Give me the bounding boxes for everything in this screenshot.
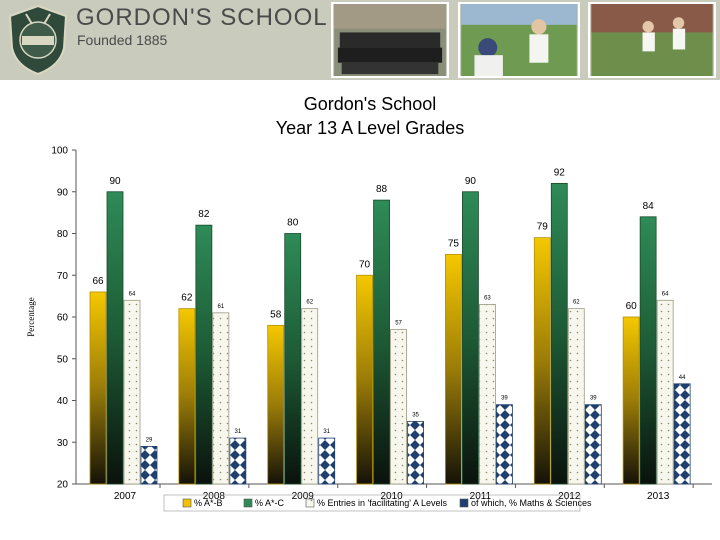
data-label: 61 — [218, 304, 225, 310]
bar-1-2008 — [195, 224, 213, 485]
data-label: 66 — [92, 276, 104, 287]
bar-3-2013 — [673, 383, 691, 485]
data-label: 82 — [198, 209, 210, 220]
data-label: 62 — [181, 293, 193, 304]
bar-1-2011 — [462, 191, 479, 485]
data-label: 75 — [448, 238, 460, 249]
data-label: 60 — [626, 301, 638, 312]
bar-0-2010 — [356, 274, 373, 485]
chart-subtitle: Year 13 A Level Grades — [275, 118, 465, 138]
data-label: 90 — [109, 176, 121, 187]
x-tick-label: 2007 — [114, 491, 137, 502]
data-label: 39 — [590, 396, 597, 402]
bar-3-2010 — [407, 420, 424, 485]
y-tick-label: 40 — [57, 396, 69, 407]
y-tick-label: 30 — [57, 438, 69, 449]
bar-3-2007 — [140, 446, 158, 485]
bar-3-2011 — [496, 404, 513, 485]
x-tick-label: 2010 — [380, 491, 403, 502]
team-photo-icon — [331, 2, 449, 78]
data-label: 58 — [270, 309, 282, 320]
legend-label: of which, % Maths & Sciences — [471, 498, 592, 508]
bar-0-2009 — [267, 324, 285, 485]
running-photo-icon — [588, 2, 716, 78]
data-label: 84 — [643, 201, 655, 212]
legend-swatch — [305, 498, 315, 508]
bar-1-2007 — [106, 191, 124, 485]
bar-0-2008 — [178, 308, 196, 485]
data-label: 62 — [306, 300, 313, 306]
data-label: 62 — [573, 300, 580, 306]
legend-box — [163, 494, 581, 512]
bar-2-2010 — [390, 329, 407, 485]
bar-3-2009 — [318, 437, 336, 485]
data-label: 39 — [501, 396, 508, 402]
bar-0-2013 — [622, 316, 640, 485]
x-tick-label: 2011 — [470, 491, 492, 502]
cricket-photo-icon — [458, 2, 580, 78]
data-label: 64 — [662, 291, 669, 297]
data-label: 35 — [412, 412, 419, 418]
y-tick-label: 60 — [57, 313, 69, 324]
bar-2-2008 — [212, 312, 230, 485]
data-label: 80 — [287, 218, 299, 229]
x-tick-label: 2008 — [203, 491, 226, 502]
bar-1-2010 — [373, 199, 390, 485]
bar-3-2012 — [584, 404, 602, 485]
bar-1-2009 — [284, 233, 302, 485]
legend-label: % A*-B — [194, 498, 223, 508]
data-label: 92 — [554, 167, 566, 178]
legend-swatch — [182, 498, 192, 508]
bar-2-2011 — [479, 304, 496, 485]
y-tick-label: 70 — [57, 271, 69, 282]
school-name: GORDON'S SCHOOL — [76, 4, 328, 31]
bar-1-2012 — [550, 182, 568, 485]
y-tick-label: 50 — [57, 354, 69, 365]
bar-1-2013 — [639, 216, 657, 485]
legend-swatch — [243, 498, 253, 508]
data-label: 88 — [376, 184, 388, 195]
data-label: 57 — [395, 321, 402, 327]
bar-2-2012 — [567, 308, 585, 485]
school-crest-icon — [8, 4, 68, 76]
y-tick-label: 80 — [57, 229, 69, 240]
bar-2-2013 — [656, 299, 674, 485]
y-tick-label: 20 — [57, 480, 69, 491]
bar-3-2008 — [229, 437, 247, 485]
bar-0-2012 — [533, 237, 551, 485]
x-tick-label: 2012 — [558, 491, 581, 502]
bar-0-2011 — [445, 253, 462, 485]
legend-label: % Entries in 'facilitating' A Levels — [317, 498, 448, 508]
data-label: 44 — [679, 375, 686, 381]
bar-0-2007 — [89, 291, 107, 485]
data-label: 79 — [537, 222, 549, 233]
y-tick-label: 90 — [57, 187, 69, 198]
y-tick-label: 100 — [51, 146, 68, 157]
data-label: 63 — [484, 295, 491, 301]
founded-text: Founded 1885 — [77, 32, 168, 48]
x-tick-label: 2009 — [292, 491, 315, 502]
legend-swatch — [459, 498, 469, 508]
bar-2-2007 — [123, 299, 141, 485]
data-label: 29 — [146, 437, 153, 443]
header-banner: GORDON'S SCHOOL Founded 1885 — [0, 0, 720, 80]
x-tick-label: 2013 — [647, 491, 670, 502]
legend-label: % A*-C — [255, 498, 285, 508]
data-label: 70 — [359, 259, 371, 270]
data-label: 31 — [323, 429, 330, 435]
data-label: 31 — [235, 429, 242, 435]
data-label: 90 — [465, 176, 477, 187]
bar-2-2009 — [301, 308, 319, 485]
chart-title: Gordon's School — [303, 94, 437, 114]
y-axis-title: Percentage — [26, 297, 36, 336]
data-label: 64 — [129, 291, 136, 297]
